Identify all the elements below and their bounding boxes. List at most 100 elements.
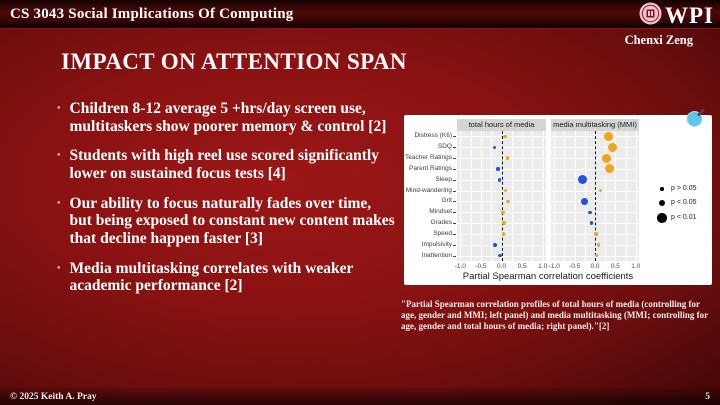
y-axis-tick bbox=[453, 201, 456, 203]
y-axis-label: Inattention bbox=[421, 251, 452, 259]
y-axis-label: Grades bbox=[430, 219, 452, 227]
x-tick-label: 0.0 bbox=[496, 263, 507, 270]
footer-bar: © 2025 Keith A. Pray 5 bbox=[0, 388, 720, 405]
y-axis-label: SDQ bbox=[437, 143, 452, 151]
x-axis-title: Partial Spearman correlation coefficient… bbox=[462, 271, 634, 282]
data-point bbox=[588, 210, 592, 214]
gridline bbox=[511, 131, 513, 261]
zero-reference-line bbox=[595, 131, 596, 261]
data-point bbox=[598, 188, 603, 193]
header-bar: CS 3043 Social Implications Of Computing… bbox=[0, 0, 720, 29]
y-axis-label: Mind-wandering bbox=[405, 186, 452, 194]
course-title: CS 3043 Social Implications Of Computing bbox=[10, 5, 294, 22]
data-point bbox=[596, 243, 600, 247]
gridline bbox=[574, 131, 576, 261]
bullet-list: • Children 8-12 average 5 +hrs/day scree… bbox=[57, 100, 397, 307]
x-tick-label: 1.0 bbox=[538, 263, 548, 270]
x-tick-label: 0.5 bbox=[610, 263, 620, 270]
wpi-wordmark: WPI bbox=[665, 3, 714, 28]
data-point bbox=[501, 232, 506, 236]
bullet-text: Children 8-12 average 5 +hrs/day screen … bbox=[69, 100, 387, 135]
y-axis-label: Mindset bbox=[429, 208, 452, 216]
x-tick-label: -0.5 bbox=[475, 263, 487, 270]
x-tick-label: 0.0 bbox=[590, 263, 600, 270]
gridline bbox=[564, 131, 566, 261]
y-axis-tick bbox=[453, 179, 456, 181]
author-name: Chenxi Zeng bbox=[624, 33, 693, 47]
y-axis-tick bbox=[453, 223, 456, 225]
y-axis-tick bbox=[453, 147, 456, 149]
gridline bbox=[480, 131, 482, 261]
bullet-marker: • bbox=[57, 150, 61, 162]
data-point bbox=[496, 167, 500, 171]
gridline bbox=[615, 131, 617, 261]
legend-dot bbox=[658, 199, 666, 207]
data-point bbox=[493, 243, 497, 247]
data-point bbox=[492, 145, 497, 149]
gridline bbox=[584, 131, 586, 261]
data-point bbox=[594, 253, 599, 258]
legend-dot bbox=[657, 213, 667, 223]
x-tick-label: 1.0 bbox=[631, 263, 641, 270]
y-axis-label: Distress (K6) bbox=[414, 132, 452, 140]
legend-label: p < 0.01 bbox=[671, 214, 697, 221]
wpi-logo: WPI bbox=[639, 2, 714, 30]
gridline bbox=[522, 131, 524, 261]
y-axis-tick bbox=[453, 190, 456, 192]
data-point bbox=[594, 232, 598, 236]
x-tick-label: -0.5 bbox=[569, 263, 581, 270]
gridline bbox=[491, 131, 493, 261]
x-tick-label: -1.0 bbox=[548, 263, 560, 270]
gridline bbox=[542, 131, 544, 261]
bullet-marker: • bbox=[57, 103, 61, 114]
data-point bbox=[603, 131, 613, 141]
data-point bbox=[502, 221, 506, 225]
gridline bbox=[532, 131, 534, 261]
bullet-text: Our ability to focus naturally fades ove… bbox=[69, 194, 395, 247]
zero-reference-line bbox=[501, 131, 503, 261]
data-point bbox=[497, 178, 502, 182]
bullet-text: Students with high reel use scored signi… bbox=[69, 147, 379, 182]
gridline bbox=[470, 131, 472, 261]
y-axis-label: Teacher Ratings bbox=[405, 154, 452, 162]
y-axis-tick bbox=[453, 136, 456, 138]
gridline bbox=[625, 131, 627, 261]
data-point bbox=[581, 198, 588, 205]
copyright-text: © 2025 Keith A. Pray bbox=[10, 391, 97, 402]
data-point bbox=[578, 175, 588, 185]
panel-strip: total hours of media bbox=[457, 119, 546, 131]
legend-label: p < 0.05 bbox=[671, 199, 697, 206]
bullet-marker: • bbox=[57, 262, 61, 274]
slide-title: IMPACT ON ATTENTION SPAN bbox=[61, 49, 407, 74]
data-point bbox=[601, 153, 611, 163]
gridline bbox=[635, 131, 637, 261]
data-point bbox=[604, 164, 614, 174]
y-axis-label: Speed bbox=[433, 229, 452, 237]
gridline bbox=[605, 131, 607, 261]
gridline bbox=[460, 131, 462, 261]
y-axis-tick bbox=[453, 158, 456, 160]
legend-label: p > 0.05 bbox=[671, 185, 697, 192]
data-point bbox=[503, 134, 507, 139]
bullet-item: • Media multitasking correlates with wea… bbox=[57, 260, 397, 295]
y-axis-label: Impulsivity bbox=[421, 240, 452, 248]
data-point bbox=[505, 156, 510, 160]
data-point bbox=[506, 199, 510, 204]
correlation-chart: Distress (K6) SDQ Teacher Ratings Parent Ra… bbox=[404, 115, 712, 285]
chart-caption: "Partial Spearman correlation profiles o… bbox=[401, 299, 708, 332]
y-axis-tick bbox=[453, 244, 456, 246]
bullet-item: • Children 8-12 average 5 +hrs/day scree… bbox=[57, 100, 397, 135]
x-tick-label: 0.5 bbox=[517, 263, 527, 270]
y-axis-tick bbox=[453, 233, 456, 235]
legend-dot bbox=[660, 187, 664, 191]
bullet-item: • Our ability to focus naturally fades o… bbox=[57, 195, 397, 248]
x-tick-label: -1.0 bbox=[454, 263, 466, 270]
bullet-text: Media multitasking correlates with weake… bbox=[69, 259, 354, 295]
bullet-item: • Students with high reel use scored sig… bbox=[57, 147, 397, 182]
y-axis-label: Sleep bbox=[435, 175, 452, 183]
y-axis-label: Parent Ratings bbox=[409, 164, 452, 172]
data-point bbox=[501, 210, 505, 214]
y-axis-label: Grit bbox=[441, 197, 452, 205]
data-point bbox=[503, 188, 508, 193]
